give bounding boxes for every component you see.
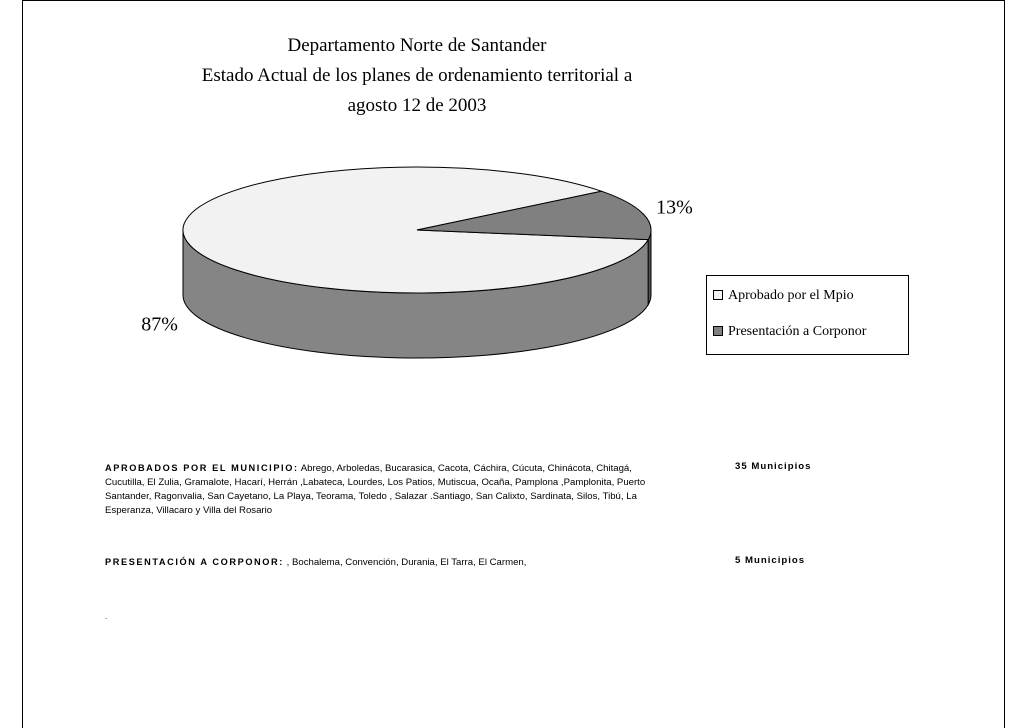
legend-swatch bbox=[713, 290, 723, 300]
slice-side bbox=[647, 229, 652, 307]
chart-title: agosto 12 de 2003 bbox=[348, 95, 487, 116]
note-count: 5 Municipios bbox=[735, 555, 806, 566]
data-label: 87% bbox=[141, 314, 178, 336]
note-label: APROBADOS POR EL MUNICIPIO: bbox=[105, 463, 299, 473]
note-label: PRESENTACIÓN A CORPONOR: bbox=[105, 557, 284, 567]
note-count: 35 Municipios bbox=[735, 461, 812, 472]
note: APROBADOS POR EL MUNICIPIO: Abrego, Arbo… bbox=[105, 461, 665, 518]
note-text: , Bochalema, Convención, Durania, El Tar… bbox=[286, 557, 527, 568]
legend-box bbox=[706, 275, 909, 355]
footnote: . bbox=[105, 612, 108, 621]
frame bbox=[22, 0, 1005, 728]
note-text: Abrego, Arboledas, Bucarasica, Cacota, C… bbox=[105, 463, 646, 516]
slice bbox=[182, 166, 650, 294]
legend-label: Presentación a Corponor bbox=[728, 324, 867, 339]
data-label: 13% bbox=[656, 197, 693, 219]
chart-title: Estado Actual de los planes de ordenamie… bbox=[202, 65, 633, 86]
chart-title: Departamento Norte de Santander bbox=[287, 35, 547, 56]
note: PRESENTACIÓN A CORPONOR: , Bochalema, Co… bbox=[105, 555, 665, 570]
legend-label: Aprobado por el Mpio bbox=[728, 288, 854, 303]
slice bbox=[416, 190, 652, 241]
legend-swatch bbox=[713, 326, 723, 336]
